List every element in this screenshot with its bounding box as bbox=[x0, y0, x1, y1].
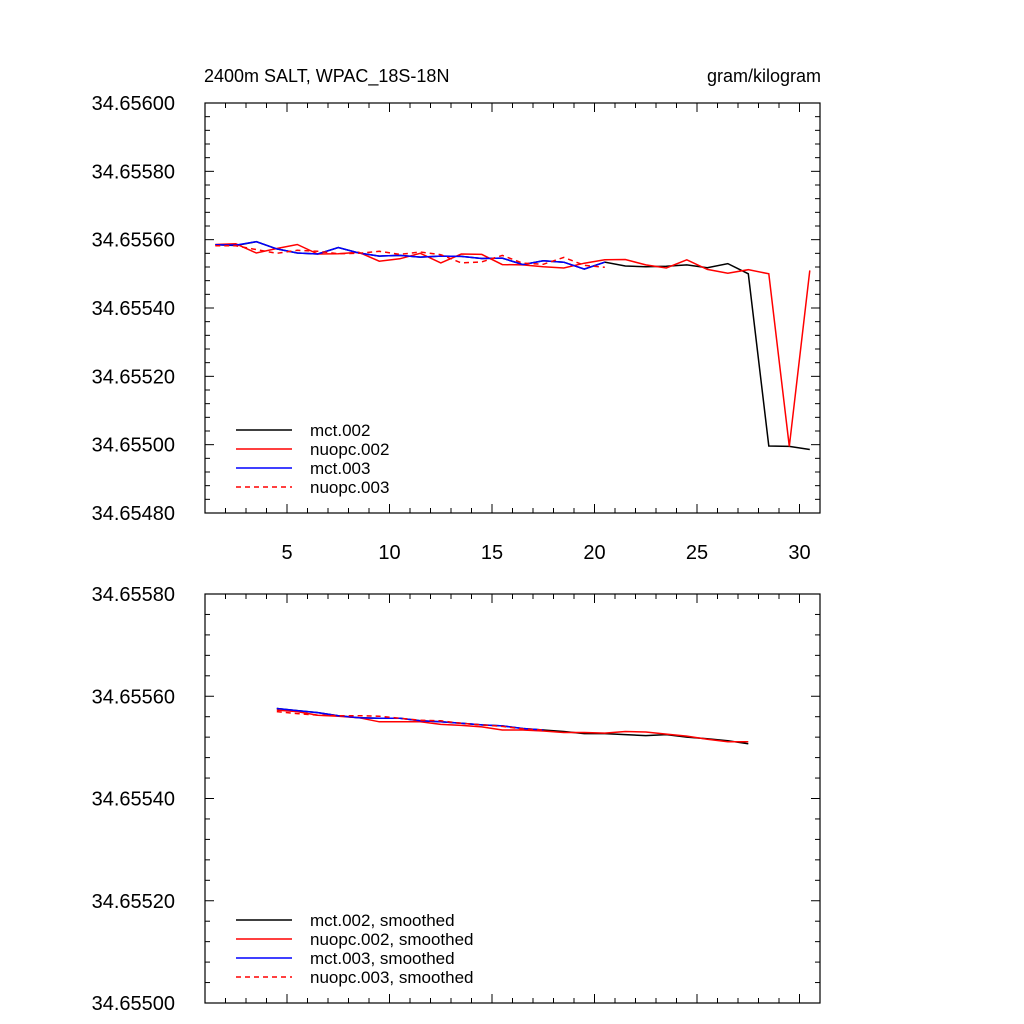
legend-label: mct.002 bbox=[310, 421, 370, 440]
y-tick-label: 34.65580 bbox=[92, 584, 175, 606]
y-tick-label: 34.65480 bbox=[92, 503, 175, 525]
y-tick-label: 34.65560 bbox=[92, 686, 175, 708]
raw-panel: 5 10 15 20 25 30 34.65480 34.65500 34.65520 34.65… bbox=[92, 93, 821, 564]
series-line-mct-002 bbox=[215, 240, 810, 451]
x-tick-label: 20 bbox=[583, 542, 605, 564]
smoothed-panel: 34.65500 34.65520 34.65540 34.65560 34.65580… bbox=[92, 584, 821, 1015]
series-line-nuopc-003 bbox=[215, 245, 605, 269]
y-tick-label: 34.65520 bbox=[92, 891, 175, 913]
x-tick-label: 30 bbox=[788, 542, 810, 564]
x-tick-label: 25 bbox=[686, 542, 708, 564]
y-tick-label: 34.65540 bbox=[92, 789, 175, 811]
chart-units: gram/kilogram bbox=[707, 66, 821, 86]
y-tick-label: 34.65580 bbox=[92, 161, 175, 183]
y-tick-label: 34.65500 bbox=[92, 993, 175, 1015]
legend-label: mct.003, smoothed bbox=[310, 949, 455, 968]
x-tick-label: 5 bbox=[281, 542, 292, 564]
x-tick-label: 10 bbox=[378, 542, 400, 564]
y-tick-label: 34.65520 bbox=[92, 366, 175, 388]
legend-label: nuopc.003, smoothed bbox=[310, 968, 474, 987]
x-tick-label: 15 bbox=[481, 542, 503, 564]
legend-label: nuopc.002 bbox=[310, 440, 389, 459]
y-tick-label: 34.65500 bbox=[92, 435, 175, 457]
chart-title: 2400m SALT, WPAC_18S-18N bbox=[204, 66, 449, 87]
series-line-mct-003 bbox=[215, 240, 606, 270]
legend-label: mct.002, smoothed bbox=[310, 911, 455, 930]
plot-frame bbox=[204, 102, 821, 514]
y-tick-label: 34.65600 bbox=[92, 93, 175, 115]
y-tick-label: 34.65560 bbox=[92, 230, 175, 252]
plot-frame bbox=[204, 593, 821, 1004]
y-tick-label: 34.65540 bbox=[92, 298, 175, 320]
series-line-mct-002-smoothed bbox=[276, 707, 749, 745]
series-line-nuopc-002 bbox=[215, 243, 811, 447]
legend-label: nuopc.002, smoothed bbox=[310, 930, 474, 949]
legend-label: mct.003 bbox=[310, 459, 370, 478]
series-line-nuopc-002-smoothed bbox=[276, 709, 749, 743]
series-line-mct-003-smoothed bbox=[276, 707, 544, 731]
legend-label: nuopc.003 bbox=[310, 478, 389, 497]
